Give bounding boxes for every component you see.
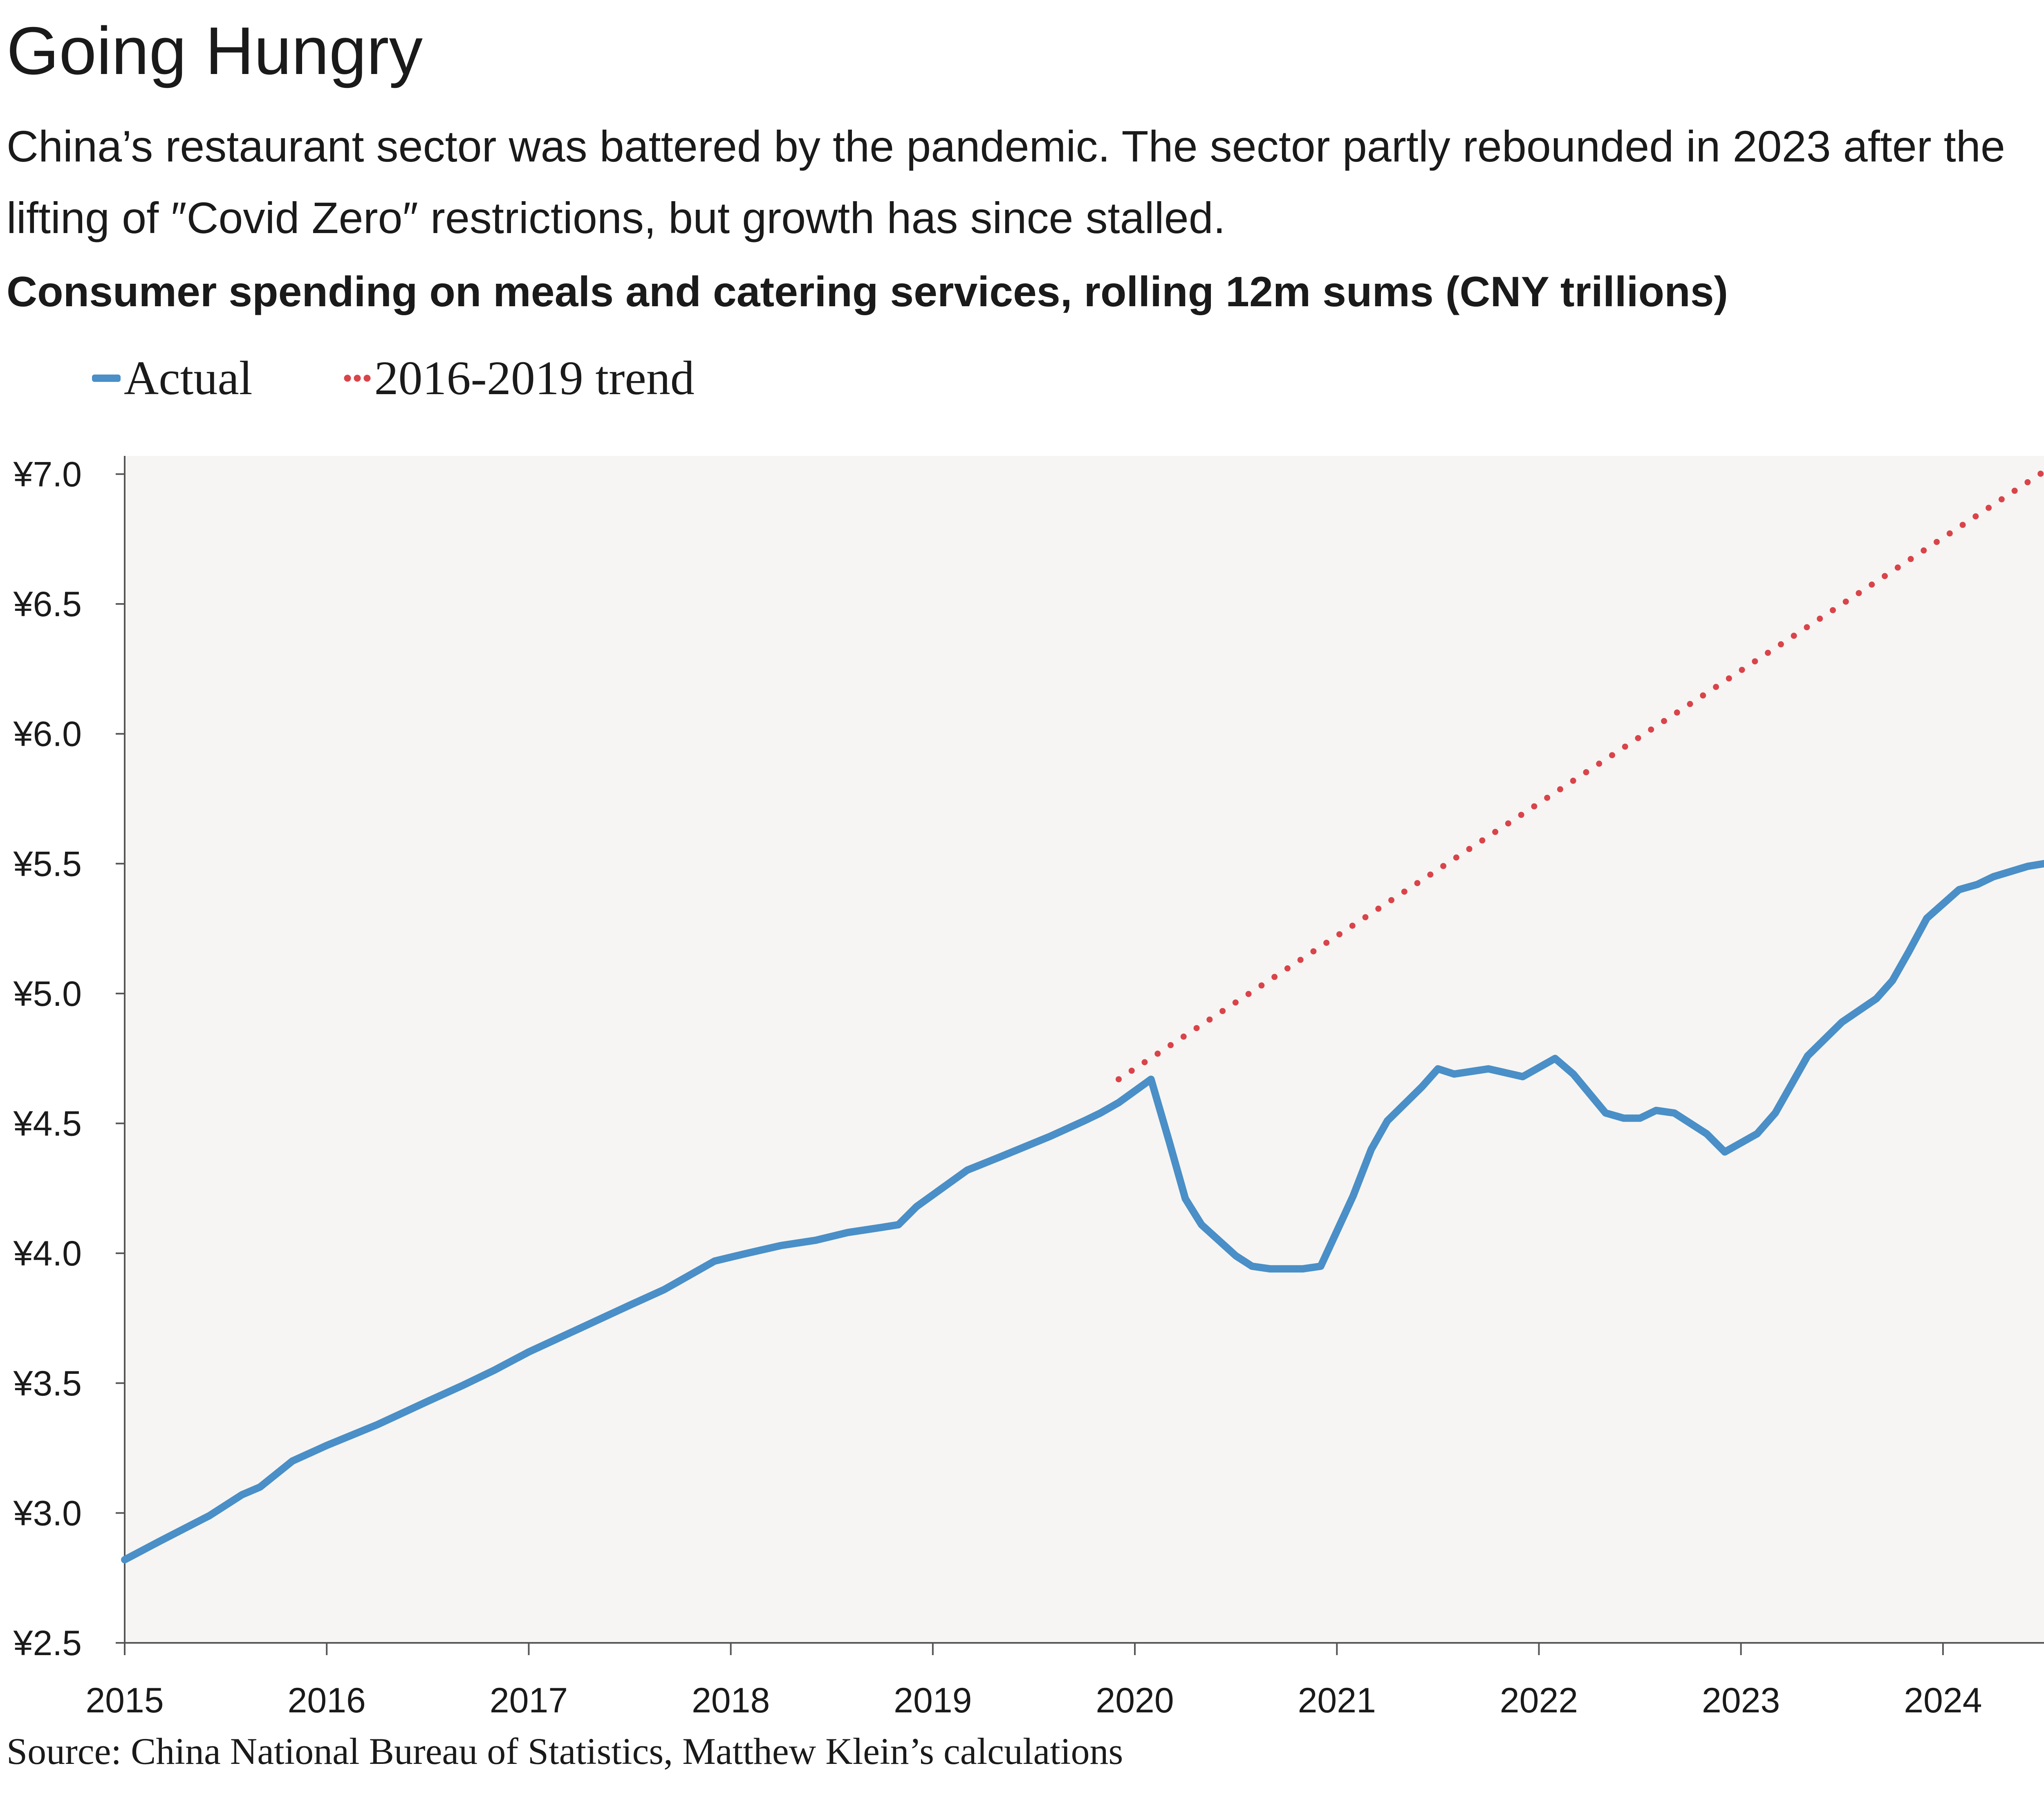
plot-background [125,456,2044,1643]
legend-label-trend: 2016-2019 trend [374,351,695,405]
y-tick-label: ¥5.5 [13,844,82,884]
x-tick-label: 2021 [1298,1681,1376,1720]
y-tick-label: ¥4.5 [13,1104,82,1144]
x-tick-label: 2019 [894,1681,972,1720]
y-tick-label: ¥6.0 [13,715,82,754]
series-line-actual [121,860,2044,1564]
y-axis: ¥2.5 ¥3.0 ¥3.5 ¥4.0 ¥4.5 ¥5.0 ¥5.5 ¥6.0 ¥6.5 ¥7.0 [13,455,126,1663]
source-note: Source: China National Bureau of Statist… [7,1730,1123,1772]
legend-swatch-trend [342,375,371,382]
x-tick-label: 2022 [1500,1681,1578,1720]
y-tick-label: ¥3.5 [13,1364,82,1403]
x-tick-label: 2020 [1096,1681,1174,1720]
legend-swatch-actual [92,375,121,382]
legend-item-trend: 2016-2019 trend [342,350,695,406]
x-tick-label: 2024 [1904,1681,1982,1720]
y-tick-label: ¥6.5 [13,585,82,624]
x-tick-label: 2015 [85,1681,164,1720]
x-tick-label: 2017 [490,1681,568,1720]
x-tick-label: 2023 [1702,1681,1780,1720]
y-tick-label: ¥3.0 [13,1494,82,1533]
legend-item-actual: Actual [92,350,253,406]
chart-subtitle: China’s restaurant sector was battered b… [7,121,2005,242]
x-tick-label: 2016 [288,1681,366,1720]
x-tick-label: 2018 [692,1681,770,1720]
legend-label-actual: Actual [124,351,253,405]
chart-title: Consumer spending on meals and catering … [7,268,1728,316]
page-title: Going Hungry [7,13,423,88]
legend: Actual 2016-2019 trend [92,348,784,409]
y-tick-label: ¥7.0 [13,455,82,494]
series-layer [121,468,2044,1564]
y-tick-label: ¥2.5 [13,1624,82,1663]
y-tick-label: ¥5.0 [13,974,82,1014]
y-tick-label: ¥4.0 [13,1234,82,1273]
series-line-trend [1116,468,2044,1083]
x-axis: 2015 2016 2017 2018 2019 2020 2021 2022 2023 2024 [85,1642,2044,1720]
